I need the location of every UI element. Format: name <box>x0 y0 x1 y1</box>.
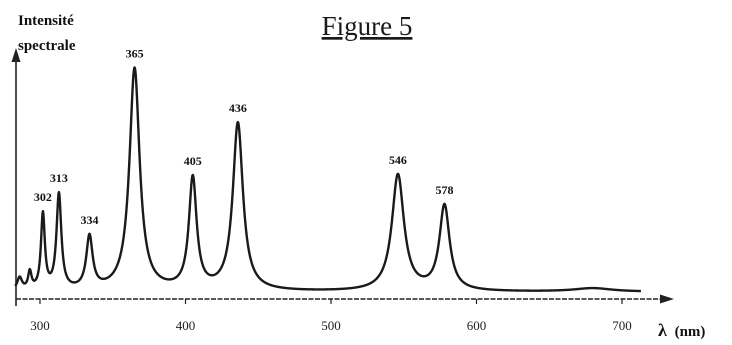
x-axis-arrow-icon <box>660 294 674 304</box>
peak-label: 436 <box>229 101 247 115</box>
y-axis-label-line2: spectrale <box>18 38 76 54</box>
x-tick-label: 600 <box>467 318 487 333</box>
peak-label: 578 <box>435 183 453 197</box>
x-tick-label: 700 <box>612 318 632 333</box>
lambda-symbol: λ <box>658 320 667 340</box>
peak-label: 334 <box>80 213 98 227</box>
x-tick-label: 300 <box>30 318 50 333</box>
x-axis-unit: (nm) <box>675 324 706 340</box>
peak-label: 546 <box>389 153 407 167</box>
peak-label: 365 <box>126 47 144 61</box>
x-axis-label: λ (nm) <box>658 320 705 340</box>
y-axis-label-line1: Intensité <box>18 13 74 29</box>
y-axis-arrow-icon <box>11 48 21 62</box>
x-tick-label: 400 <box>176 318 196 333</box>
chart-title: Figure 5 <box>322 11 413 41</box>
x-tick-label: 500 <box>321 318 341 333</box>
spectrum-line <box>14 66 642 293</box>
peak-label: 302 <box>34 190 52 204</box>
peak-label: 405 <box>184 154 202 168</box>
peak-label: 313 <box>50 171 68 185</box>
